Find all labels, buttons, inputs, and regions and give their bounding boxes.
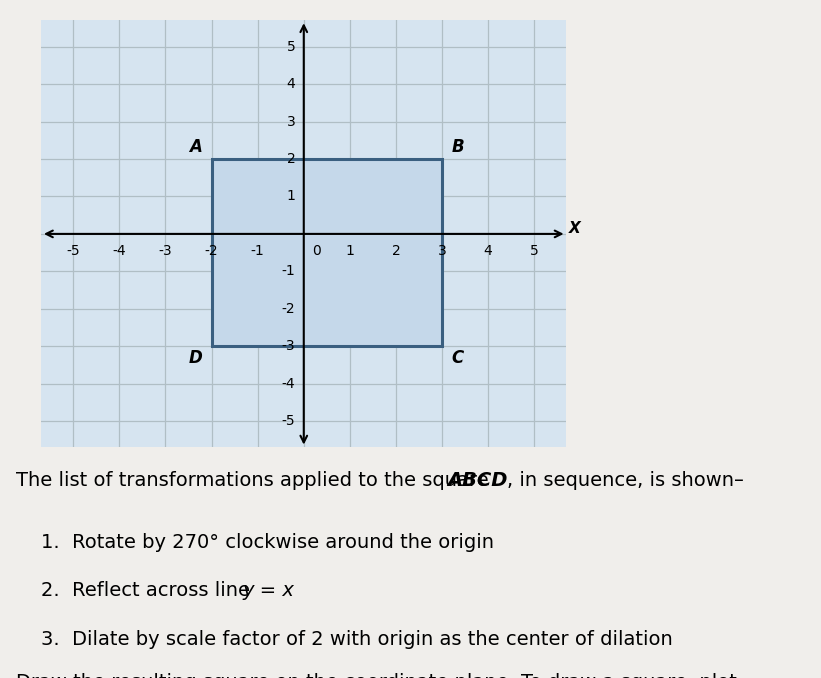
Text: 1: 1 [346, 244, 355, 258]
Text: -3: -3 [282, 339, 296, 353]
Text: -5: -5 [282, 414, 296, 428]
Text: 0: 0 [312, 244, 321, 258]
Text: 4: 4 [484, 244, 493, 258]
Text: -1: -1 [282, 264, 296, 279]
Text: 3.  Dilate by scale factor of 2 with origin as the center of dilation: 3. Dilate by scale factor of 2 with orig… [41, 630, 672, 649]
Text: 3: 3 [287, 115, 296, 129]
Text: 5: 5 [530, 244, 539, 258]
Text: 4: 4 [287, 77, 296, 91]
Text: D: D [189, 349, 202, 367]
Text: -2: -2 [204, 244, 218, 258]
Text: X: X [569, 221, 580, 236]
Text: y = x: y = x [242, 581, 294, 600]
Text: ABCD: ABCD [447, 471, 508, 490]
Text: 2.  Reflect across line: 2. Reflect across line [41, 581, 256, 600]
Polygon shape [212, 159, 442, 346]
Text: A: A [190, 138, 202, 156]
Text: B: B [452, 138, 464, 156]
Text: Draw the resulting square on the coordinate plane. To draw a square, plot: Draw the resulting square on the coordin… [16, 673, 737, 678]
Text: -2: -2 [282, 302, 296, 316]
Text: C: C [452, 349, 464, 367]
Text: 1: 1 [287, 189, 296, 203]
Text: -4: -4 [112, 244, 126, 258]
Text: , in sequence, is shown–: , in sequence, is shown– [507, 471, 744, 490]
Text: The list of transformations applied to the square: The list of transformations applied to t… [16, 471, 495, 490]
Text: 5: 5 [287, 39, 296, 54]
Text: -3: -3 [158, 244, 172, 258]
Text: 2: 2 [287, 152, 296, 166]
Text: 1.  Rotate by 270° clockwise around the origin: 1. Rotate by 270° clockwise around the o… [41, 533, 494, 552]
Text: -1: -1 [250, 244, 264, 258]
Text: 2: 2 [392, 244, 401, 258]
Text: 3: 3 [438, 244, 447, 258]
Text: -5: -5 [67, 244, 80, 258]
Text: -4: -4 [282, 377, 296, 391]
